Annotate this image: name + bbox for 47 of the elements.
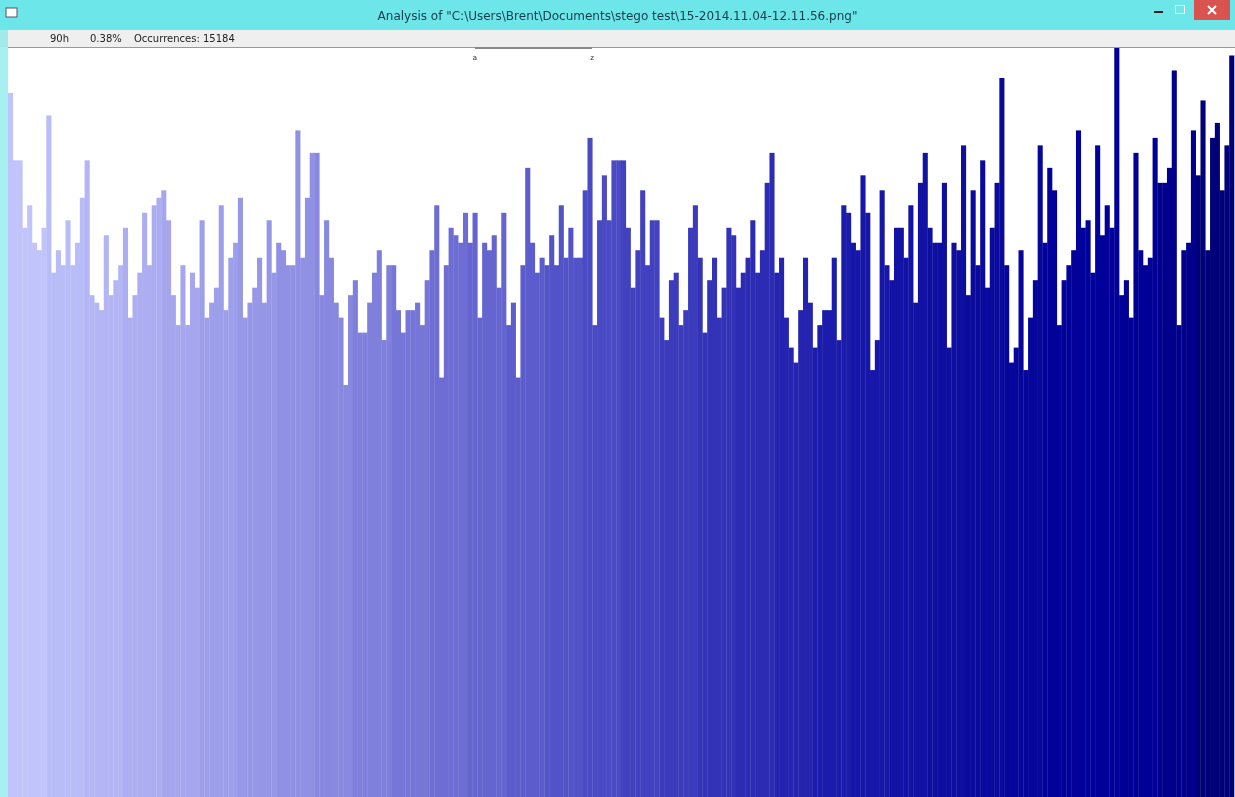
bar xyxy=(237,197,243,797)
bar xyxy=(386,265,392,797)
bar xyxy=(1171,70,1177,797)
chart-title: Analysis of "C:\Users\Brent\Documents\stego test\15-2014.11.04-12.11.56.png" xyxy=(377,9,858,23)
bar xyxy=(611,160,617,797)
bar xyxy=(587,137,593,797)
bar xyxy=(601,175,607,797)
bar xyxy=(46,115,52,797)
text: 90h xyxy=(50,33,70,44)
bar xyxy=(462,212,469,797)
bar xyxy=(1190,130,1196,797)
bar xyxy=(568,227,574,797)
bar xyxy=(405,310,411,797)
bar xyxy=(831,257,837,797)
bar xyxy=(893,227,900,797)
bar xyxy=(1200,100,1206,797)
bar xyxy=(103,235,109,797)
bar xyxy=(376,250,382,797)
bar xyxy=(941,182,947,797)
bar xyxy=(295,130,301,797)
bar xyxy=(1018,250,1024,797)
bar xyxy=(1214,122,1220,797)
bar xyxy=(908,205,914,797)
bar xyxy=(218,205,224,797)
bar xyxy=(510,302,516,797)
bar xyxy=(951,242,957,797)
bar xyxy=(802,257,809,797)
bar xyxy=(860,175,866,797)
bar xyxy=(769,152,775,797)
bar xyxy=(898,227,904,797)
bar xyxy=(180,265,186,797)
bar xyxy=(711,257,718,797)
bar xyxy=(1133,152,1139,797)
bar xyxy=(122,227,129,797)
bar xyxy=(841,205,847,797)
text: 0.38% xyxy=(90,33,122,44)
bar xyxy=(726,227,732,797)
bar xyxy=(1075,130,1082,797)
bar xyxy=(352,280,358,797)
bar xyxy=(65,220,71,797)
bar xyxy=(558,205,564,797)
bar xyxy=(1123,280,1129,797)
bar xyxy=(55,250,61,797)
bar xyxy=(750,220,756,797)
bar xyxy=(189,272,196,797)
bar xyxy=(999,77,1005,797)
text: Occurrences: 15184 xyxy=(134,33,235,44)
